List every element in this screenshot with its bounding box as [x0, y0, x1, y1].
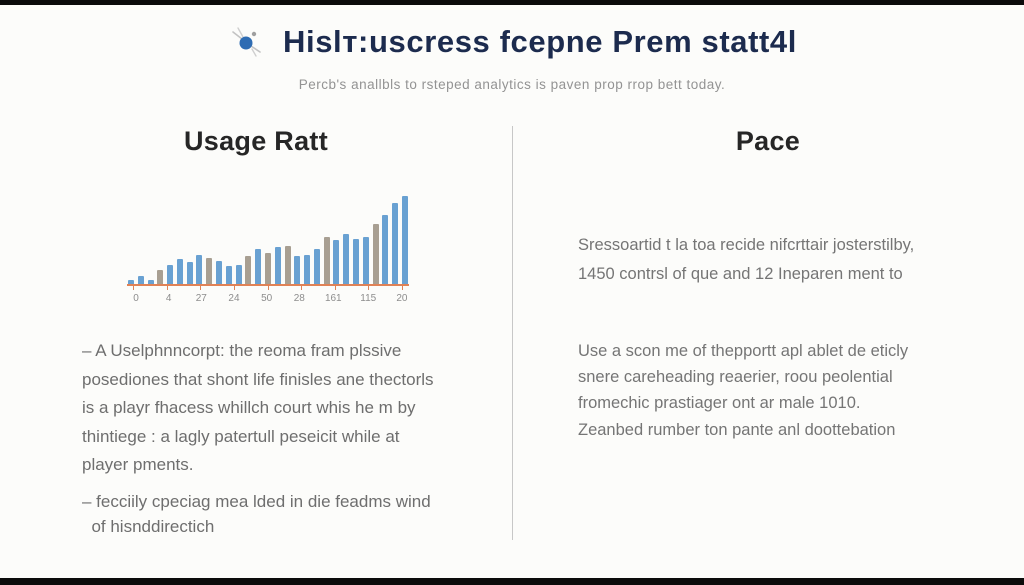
right-column-heading: Pace: [735, 126, 801, 156]
right-paragraph-3: Zeanbed rumber ton pante anl doottebatio…: [578, 417, 998, 443]
text-line: – fecciily cpeciag mea lded in die feadm…: [82, 491, 431, 511]
x-axis-tick-label: 115: [360, 293, 377, 304]
x-axis-tick-label: 50: [261, 293, 273, 304]
bar: [176, 259, 183, 284]
bottom-border-bar: [0, 578, 1024, 585]
text-line: of hisnddirectich: [82, 516, 215, 536]
bar: [274, 247, 281, 284]
x-axis-tick: [233, 286, 235, 290]
right-paragraph-1: Sressoartid t la toa recide nifcrttair j…: [578, 231, 998, 289]
bar: [372, 224, 379, 284]
header: Hislт:uscress fcepne Prem statt4l: [0, 22, 1024, 62]
bar: [294, 255, 301, 284]
text-line: Zeanbed rumber ton pante anl doottebatio…: [578, 421, 896, 439]
text-line: snere careheading reaerier, roou peolent…: [578, 368, 893, 386]
left-bullet-1: – A Uselphnncorpt: the reoma fram plssiv…: [82, 337, 512, 480]
bar: [392, 203, 399, 284]
x-axis-labels: 0 4 27 24 50 28 161 115 20: [127, 293, 409, 304]
bar: [313, 248, 320, 284]
left-bullet-2: – fecciily cpeciag mea lded in die feadm…: [82, 489, 512, 539]
x-axis-tick: [334, 286, 336, 290]
text-line: – A Uselphnncorpt: the reoma fram plssiv…: [82, 341, 402, 360]
text-line: Use a scon me of thepportt apl ablet de …: [578, 342, 909, 360]
bar: [264, 253, 271, 284]
text-line: posediones that shont life finisles ane …: [82, 369, 434, 389]
bar: [216, 261, 223, 284]
x-axis-tick-label: 27: [195, 293, 207, 304]
x-axis-tick-label: 24: [228, 293, 240, 304]
x-axis-tick: [267, 286, 269, 290]
x-axis-line: [127, 284, 409, 286]
page-title: Hislт:uscress fcepne Prem statt4l: [283, 24, 797, 59]
x-axis-tick: [200, 286, 202, 290]
bar: [128, 279, 134, 284]
column-divider: [512, 126, 513, 540]
bar-chart-bars: [127, 196, 409, 284]
bar: [323, 237, 330, 284]
bar: [206, 257, 213, 284]
sparkle-dragonfly-icon: [227, 22, 267, 62]
bar: [333, 240, 340, 284]
usage-bar-chart: 0 4 27 24 50 28 161 115 20: [127, 196, 409, 304]
bar: [196, 254, 203, 284]
x-axis-tick: [133, 286, 134, 290]
x-axis-tick-label: 20: [396, 293, 408, 304]
right-paragraph-2: Use a scon me of thepportt apl ablet de …: [578, 338, 998, 416]
x-axis-tick: [368, 286, 370, 290]
bar: [245, 255, 252, 284]
left-body-text: – A Uselphnncorpt: the reoma fram plssiv…: [82, 337, 512, 539]
page-subtitle: Percb's anallbls to rsteped analytics is…: [298, 77, 726, 92]
x-axis-tick: [166, 286, 168, 290]
bar: [157, 269, 164, 284]
text-line: player pments.: [82, 455, 194, 474]
bar: [352, 239, 359, 284]
bar: [235, 264, 242, 284]
bar: [284, 246, 291, 284]
x-axis-tick-label: 0: [133, 293, 139, 304]
x-axis-tick-label: 28: [293, 293, 305, 304]
bar: [167, 264, 174, 284]
bar: [401, 196, 408, 284]
text-line: Sressoartid t la toa recide nifcrttair j…: [578, 236, 915, 254]
bar: [225, 265, 232, 284]
x-axis-tick-label: 161: [324, 293, 342, 304]
text-line: fromechic prastiager ont ar male 1010.: [578, 394, 861, 412]
text-line: is a playr fhacess whillch court whis he…: [82, 398, 416, 417]
bar: [137, 276, 144, 284]
x-axis-tick: [301, 286, 303, 290]
bar: [255, 248, 262, 284]
x-axis-ticks: [127, 286, 409, 290]
bar: [343, 233, 350, 284]
top-border-bar: [0, 0, 1024, 5]
x-axis-tick-label: 4: [165, 293, 172, 304]
x-axis-tick: [402, 286, 403, 290]
bar: [304, 254, 311, 284]
bar: [147, 279, 154, 284]
left-column-heading: Usage Ratt: [183, 126, 329, 156]
text-line: thintiege : a lagly patertull peseicit w…: [82, 426, 400, 446]
bar: [382, 215, 389, 284]
bar: [362, 237, 369, 284]
text-line: 1450 contrsl of que and 12 Ineparen ment…: [578, 265, 903, 283]
bar: [186, 262, 193, 284]
